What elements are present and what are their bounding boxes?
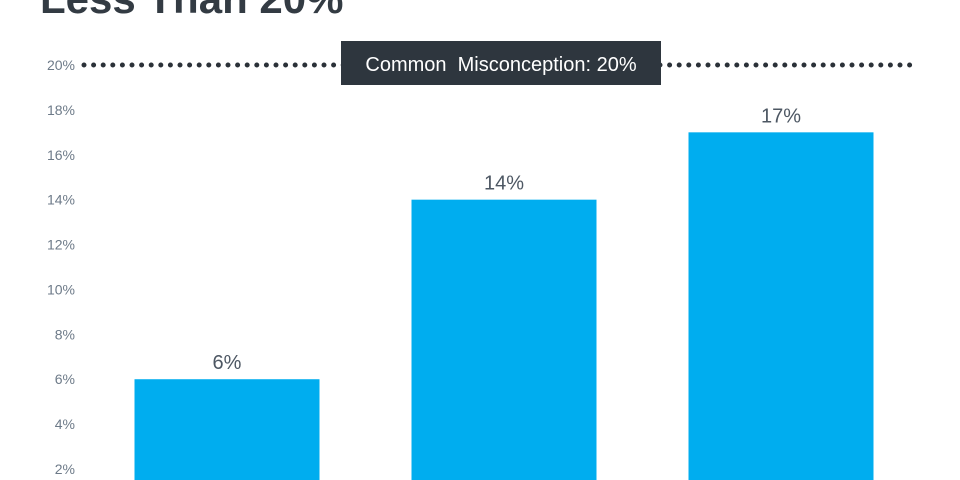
y-tick-label: 14% [47,192,75,208]
y-tick-label: 4% [55,416,75,432]
bars [134,132,874,480]
y-axis-ticks: 2% 4% 6% 8% 10% 12% 14% 16% 18% 20% [47,57,75,477]
data-label: 14% [484,173,524,195]
y-tick-label: 16% [47,147,75,163]
bar [134,379,320,480]
y-tick-label: 2% [55,461,75,477]
y-tick-label: 8% [55,326,75,342]
y-tick-label: 12% [47,237,75,253]
y-tick-label: 20% [47,57,75,73]
page-title: Less Than 20% [40,0,343,20]
annotation-label: Common Misconception: 20% [365,54,636,76]
bar [411,199,597,480]
data-labels: 6% 14% 17% [213,105,802,374]
y-tick-label: 18% [47,102,75,118]
data-label: 17% [761,105,801,127]
annotation-box [341,41,661,85]
data-label: 6% [213,352,242,374]
misconception-annotation: Common Misconception: 20% [341,41,661,85]
bar [688,132,874,480]
y-tick-label: 6% [55,371,75,387]
y-tick-label: 10% [47,281,75,297]
